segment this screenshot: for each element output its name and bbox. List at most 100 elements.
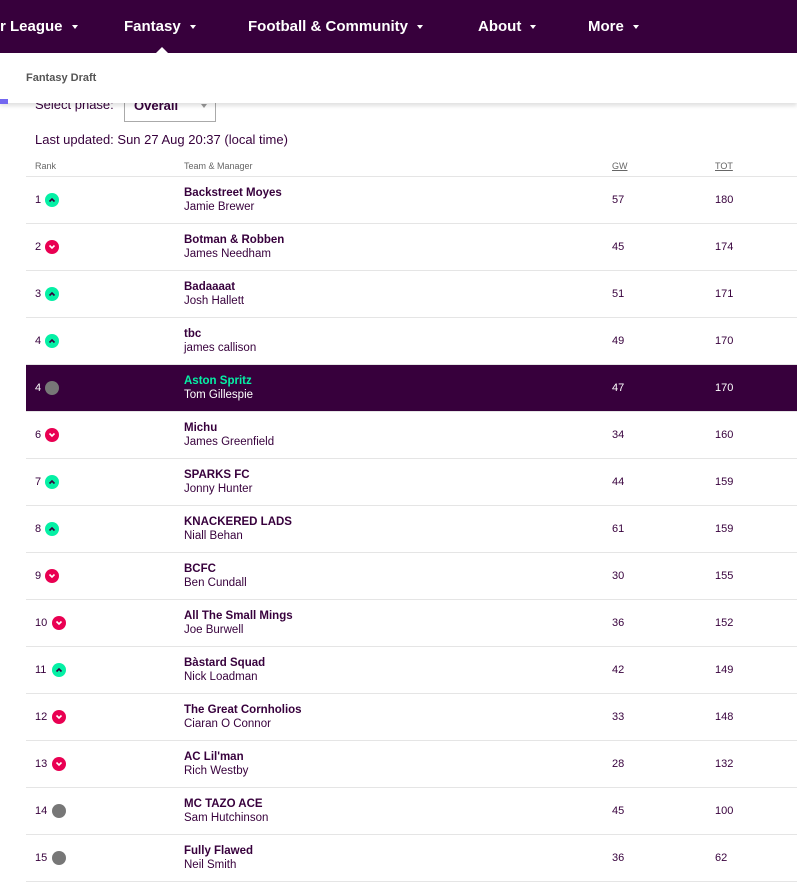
caret [189, 25, 196, 30]
rank: 13 [35, 758, 48, 770]
rank: 15 [35, 852, 48, 864]
manager-name: Sam Hutchinson [184, 812, 269, 824]
table-row[interactable]: 4 Aston Spritz Tom Gillespie 47 170 [26, 365, 797, 412]
team-name[interactable]: AC Lil'man [184, 751, 244, 763]
movement-icon [45, 569, 59, 583]
nav-item[interactable]: r League [0, 0, 78, 53]
gw-points: 61 [612, 523, 625, 535]
manager-name: Ciaran O Connor [184, 718, 271, 730]
rank: 4 [35, 382, 42, 394]
table-row[interactable]: 2 Botman & Robben James Needham 45 174 [26, 224, 797, 271]
manager-name: Nick Loadman [184, 671, 258, 683]
table-row[interactable]: 1 Backstreet Moyes Jamie Brewer 57 180 [26, 177, 797, 224]
gw-points: 36 [612, 852, 625, 864]
gw-points: 57 [612, 194, 625, 206]
table-row[interactable]: 15 Fully Flawed Neil Smith 36 62 [26, 835, 797, 882]
total-points: 171 [715, 288, 734, 300]
team-name[interactable]: tbc [184, 328, 202, 340]
team-name[interactable]: Backstreet Moyes [184, 187, 282, 199]
rank: 2 [35, 241, 42, 253]
total-points: 148 [715, 711, 734, 723]
movement-icon [45, 287, 59, 301]
gw-points: 30 [612, 570, 625, 582]
manager-name: James Greenfield [184, 436, 275, 448]
manager-name: Rich Westby [184, 765, 249, 777]
team-name[interactable]: MC TAZO ACE [184, 798, 263, 810]
caret [632, 25, 639, 30]
top-nav: r League Fantasy Football & Community Ab… [0, 0, 797, 53]
nav-notch [156, 47, 168, 53]
rank: 6 [35, 429, 42, 441]
column-header: Team & Manager [184, 161, 253, 171]
column-header[interactable]: TOT [715, 161, 733, 171]
total-points: 132 [715, 758, 734, 770]
nav-item[interactable]: Football & Community [248, 0, 423, 53]
team-name[interactable]: All The Small Mings [184, 610, 293, 622]
team-name[interactable]: SPARKS FC [184, 469, 250, 481]
gw-points: 42 [612, 664, 625, 676]
gw-points: 47 [612, 382, 625, 394]
team-name[interactable]: Aston Spritz [184, 375, 252, 387]
last-updated: Last updated: Sun 27 Aug 20:37 (local ti… [35, 132, 288, 147]
table-row[interactable]: 6 Michu James Greenfield 34 160 [26, 412, 797, 459]
table-row[interactable]: 14 MC TAZO ACE Sam Hutchinson 45 100 [26, 788, 797, 835]
gw-points: 51 [612, 288, 625, 300]
table-row[interactable]: 13 AC Lil'man Rich Westby 28 132 [26, 741, 797, 788]
total-points: 159 [715, 523, 734, 535]
team-name[interactable]: KNACKERED LADS [184, 516, 292, 528]
rank: 8 [35, 523, 42, 535]
movement-icon [45, 381, 59, 395]
table-row[interactable]: 10 All The Small Mings Joe Burwell 36 152 [26, 600, 797, 647]
manager-name: Jamie Brewer [184, 201, 255, 213]
standings-table: 1 Backstreet Moyes Jamie Brewer 57 180 2 Botma… [26, 176, 797, 882]
table-row[interactable]: 4 tbc james callison 49 170 [26, 318, 797, 365]
nav-item[interactable]: Fantasy [124, 0, 196, 53]
rank: 12 [35, 711, 48, 723]
nav-item[interactable]: About [478, 0, 537, 53]
nav-label: Football & Community [248, 18, 408, 35]
team-name[interactable]: BCFC [184, 563, 216, 575]
table-row[interactable]: 8 KNACKERED LADS Niall Behan 61 159 [26, 506, 797, 553]
table-row[interactable]: 9 BCFC Ben Cundall 30 155 [26, 553, 797, 600]
rank: 9 [35, 570, 42, 582]
movement-icon [52, 663, 66, 677]
movement-icon [52, 710, 66, 724]
movement-icon [45, 240, 59, 254]
total-points: 152 [715, 617, 734, 629]
movement-icon [52, 757, 66, 771]
table-row[interactable]: 7 SPARKS FC Jonny Hunter 44 159 [26, 459, 797, 506]
gw-points: 34 [612, 429, 625, 441]
nav-label: r League [0, 18, 63, 35]
gw-points: 28 [612, 758, 625, 770]
team-name[interactable]: Badaaaat [184, 281, 236, 293]
nav-item[interactable]: More [588, 0, 639, 53]
panel-link[interactable]: Fantasy Draft [26, 72, 97, 84]
total-points: 174 [715, 241, 734, 253]
caret [71, 25, 78, 30]
table-row[interactable]: 12 The Great Cornholios Ciaran O Connor 33 1… [26, 694, 797, 741]
table-row[interactable]: 11 Bàstard Squad Nick Loadman 42 149 [26, 647, 797, 694]
team-name[interactable]: Fully Flawed [184, 845, 254, 857]
team-name[interactable]: The Great Cornholios [184, 704, 302, 716]
team-name[interactable]: Botman & Robben [184, 234, 285, 246]
movement-icon [52, 616, 66, 630]
nav-label: More [588, 18, 624, 35]
movement-icon [45, 428, 59, 442]
nav-label: Fantasy [124, 18, 181, 35]
manager-name: Ben Cundall [184, 577, 247, 589]
side-tab [0, 99, 8, 104]
caret [530, 25, 537, 30]
manager-name: Neil Smith [184, 859, 237, 871]
movement-icon [45, 522, 59, 536]
caret [201, 104, 207, 108]
manager-name: james callison [184, 342, 257, 354]
table-row[interactable]: 3 Badaaaat Josh Hallett 51 171 [26, 271, 797, 318]
dropdown-panel: Fantasy Draft [0, 53, 797, 103]
column-header: Rank [35, 161, 57, 171]
rank: 11 [35, 664, 47, 676]
total-points: 170 [715, 382, 734, 394]
team-name[interactable]: Michu [184, 422, 218, 434]
team-name[interactable]: Bàstard Squad [184, 657, 266, 669]
column-header[interactable]: GW [612, 161, 628, 171]
